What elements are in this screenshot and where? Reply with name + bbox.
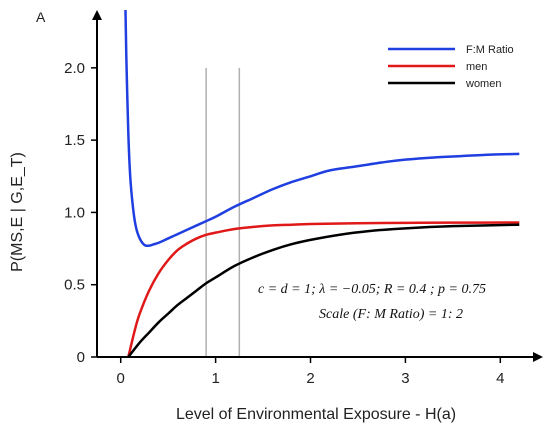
- plot-series: [124, 10, 520, 357]
- series-line-men: [127, 221, 520, 357]
- y-tick-label: 1.5: [64, 132, 85, 149]
- x-tick-label: 4: [496, 370, 504, 387]
- x-axis-title: Level of Environmental Exposure - H(a): [176, 406, 456, 423]
- y-tick-label: 0: [77, 349, 85, 366]
- series-line-f-m-ratio: [124, 10, 520, 248]
- legend-label: men: [466, 61, 487, 73]
- legend-label: women: [465, 78, 501, 90]
- x-tick-label: 0: [117, 370, 125, 387]
- annotation-scale: Scale (F: M Ratio) = 1: 2: [319, 307, 463, 322]
- panel-label: A: [36, 9, 46, 25]
- y-axis-arrow: [92, 10, 102, 20]
- reference-lines: [205, 67, 241, 357]
- legend-label: F:M Ratio: [466, 44, 514, 56]
- x-tick-label: 1: [211, 370, 219, 387]
- y-tick-label: 0.5: [64, 277, 85, 294]
- x-tick-label: 3: [401, 370, 409, 387]
- axes: [92, 10, 543, 362]
- y-axis-title: P(MS,E | G,E_T): [9, 152, 26, 272]
- x-tick-label: 2: [306, 370, 314, 387]
- y-tick-label: 2.0: [64, 60, 85, 77]
- legend: F:M Ratio men women: [388, 44, 514, 90]
- x-axis-arrow: [533, 352, 543, 362]
- series-line-women: [127, 223, 520, 357]
- y-tick-label: 1.0: [64, 204, 85, 221]
- annotation-parameters: c = d = 1; λ = −0.05; R = 0.4 ; p = 0.75: [258, 282, 486, 297]
- tick-marks: 0 0.5 1.0 1.5 2.0 0 1 2 3 4: [64, 60, 504, 387]
